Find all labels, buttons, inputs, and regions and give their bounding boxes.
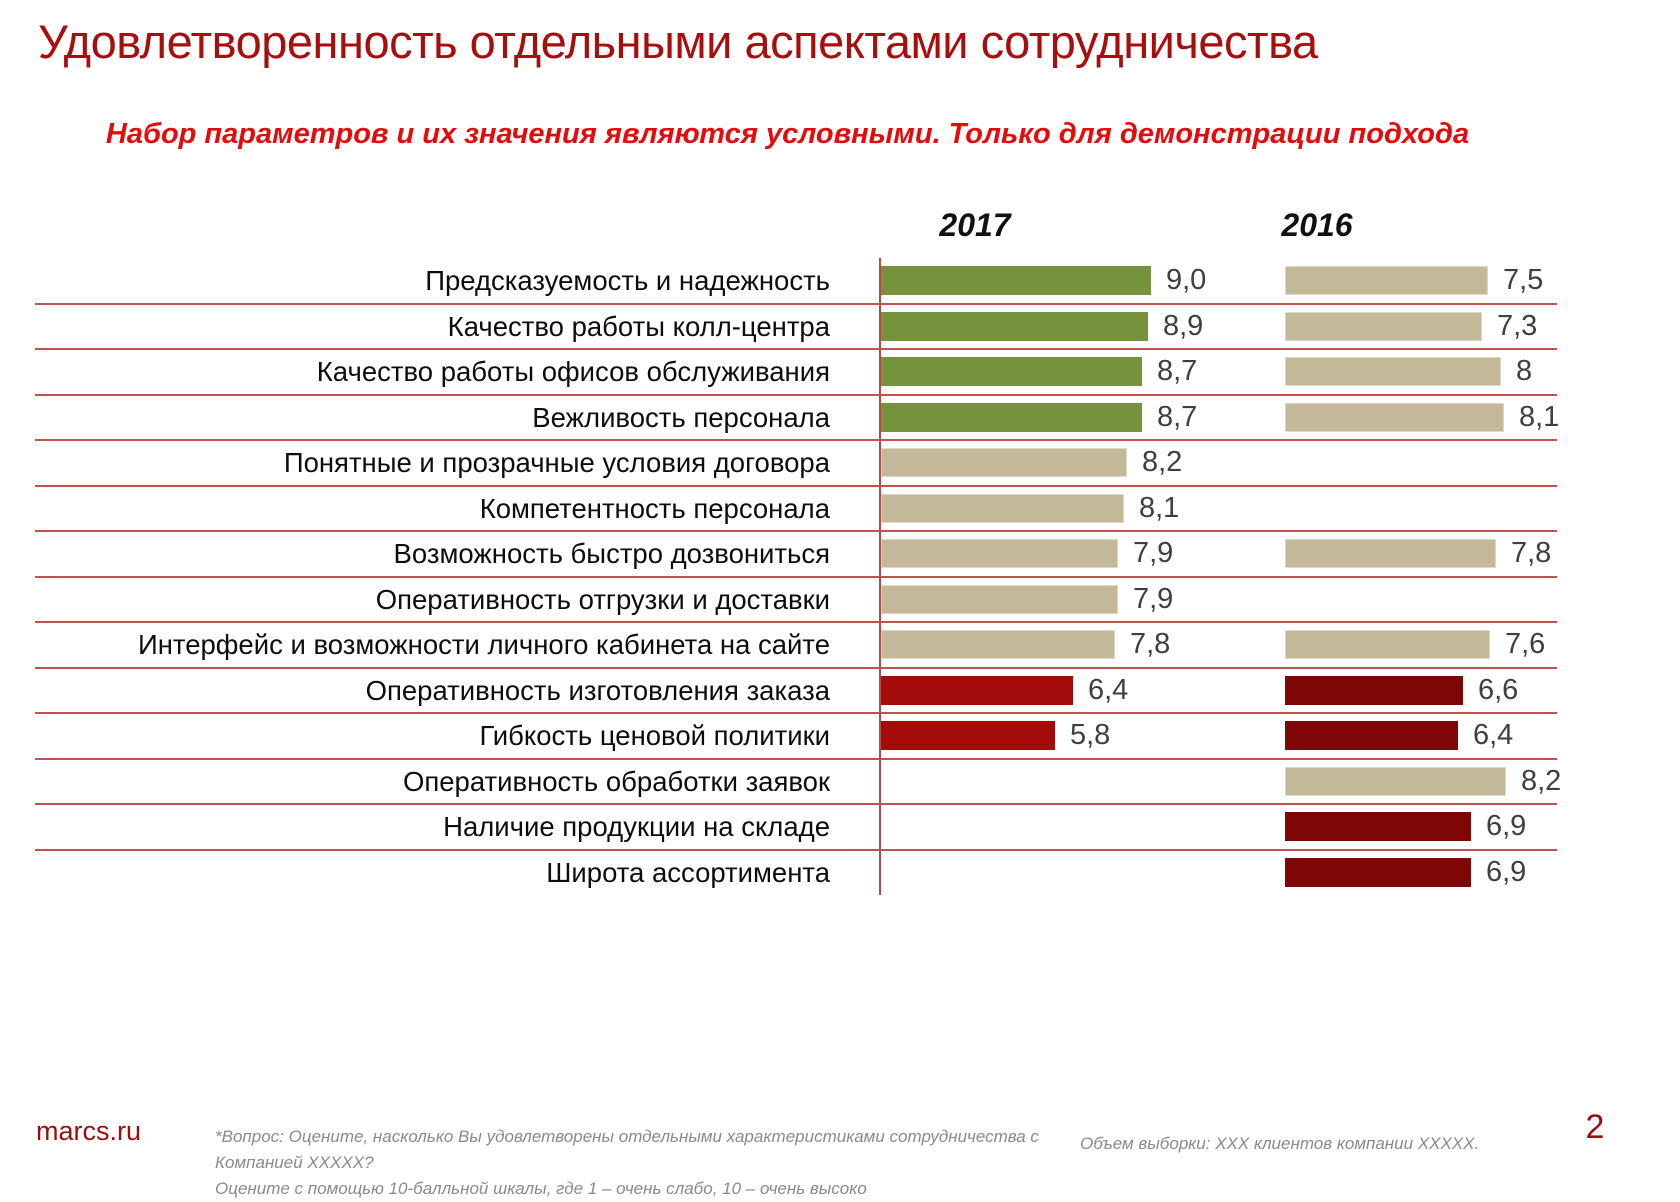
footnote-line: Оцените с помощью 10-балльной шкалы, где… [215, 1179, 867, 1198]
column-header-2017: 2017 [939, 207, 1011, 243]
bar-2017 [881, 266, 1151, 295]
category-label: Компетентность персонала [479, 492, 830, 524]
row-separator-line [35, 393, 1557, 396]
row-separator-line [35, 302, 1557, 305]
bar-2016 [1285, 675, 1463, 705]
value-label-2017: 7,9 [1133, 582, 1174, 615]
bar-2017 [881, 357, 1142, 386]
bar-2016 [1285, 812, 1471, 841]
category-label: Возможность быстро дозвониться [393, 538, 830, 569]
bar-2016 [1285, 311, 1482, 341]
bar-2016 [1285, 721, 1458, 750]
value-label-2017: 8,1 [1139, 491, 1180, 524]
category-label: Вежливость персонала [532, 401, 830, 433]
row-separator-line [35, 621, 1557, 623]
bar-2016 [1285, 266, 1488, 295]
value-label-2017: 9,0 [1166, 264, 1207, 296]
brand-logo-text: marcs.ru [36, 1116, 142, 1146]
bar-2017 [881, 402, 1142, 432]
value-label-2016: 6,6 [1478, 673, 1519, 706]
row-separator-line [35, 575, 1557, 578]
category-label: Предсказуемость и надежность [425, 265, 830, 296]
bar-2016 [1285, 857, 1471, 887]
row-separator-line [35, 484, 1557, 487]
category-label: Оперативность отгрузки и доставки [375, 583, 830, 615]
bar-2017 [881, 539, 1118, 568]
value-label-2017: 7,9 [1133, 537, 1174, 569]
value-label-2016: 8,2 [1521, 764, 1562, 797]
page-number: 2 [1585, 1108, 1605, 1146]
category-label: Понятные и прозрачные условия договора [283, 447, 830, 478]
bar-2016 [1285, 539, 1496, 568]
question-footnote: *Вопрос: Оцените, насколько Вы удовлетво… [215, 1124, 1045, 1202]
value-label-2016: 7,5 [1503, 264, 1544, 296]
category-label: Наличие продукции на складе [443, 811, 830, 842]
value-label-2017: 8,7 [1157, 355, 1198, 387]
value-label-2017: 8,2 [1142, 446, 1183, 478]
bar-2017 [881, 721, 1055, 750]
row-separator-line [35, 803, 1557, 805]
slide-subtitle: Набор параметров и их значения являются … [105, 118, 1470, 150]
bar-2017 [881, 584, 1118, 614]
value-label-2016: 6,9 [1486, 810, 1527, 842]
category-label: Качество работы офисов обслуживания [316, 356, 830, 387]
value-label-2016: 8 [1516, 355, 1533, 387]
row-separator-line [35, 348, 1557, 350]
row-separator-line [35, 757, 1557, 760]
value-label-2017: 7,8 [1130, 628, 1171, 660]
value-label-2017: 8,7 [1157, 400, 1198, 433]
bar-2016 [1285, 630, 1490, 659]
bar-2016 [1285, 766, 1506, 796]
footnote-line: *Вопрос: Оцените, насколько Вы удовлетво… [215, 1127, 1039, 1146]
category-label: Гибкость ценовой политики [479, 720, 830, 751]
value-label-2017: 6,4 [1088, 673, 1129, 706]
value-label-2017: 5,8 [1070, 719, 1111, 751]
value-label-2017: 8,9 [1163, 309, 1204, 342]
bar-2017 [881, 630, 1115, 659]
row-separator-line [35, 666, 1557, 669]
category-label: Качество работы колл-центра [447, 310, 830, 342]
column-header-2016: 2016 [1281, 207, 1353, 243]
row-separator-line [35, 848, 1557, 851]
category-label: Оперативность обработки заявок [402, 765, 830, 797]
value-label-2016: 6,4 [1473, 719, 1514, 751]
value-label-2016: 7,3 [1497, 309, 1538, 342]
bar-2017 [881, 493, 1124, 523]
bar-2017 [881, 448, 1127, 477]
bar-2017 [881, 311, 1148, 341]
value-label-2016: 7,8 [1511, 537, 1552, 569]
bar-2017 [881, 675, 1073, 705]
slide-title: Удовлетворенность отдельными аспектами с… [38, 15, 1318, 68]
footnote-line: Компанией XXXXX? [215, 1153, 374, 1172]
value-label-2016: 8,1 [1519, 400, 1560, 433]
value-label-2016: 6,9 [1486, 855, 1527, 888]
row-separator-line [35, 712, 1557, 714]
bar-2016 [1285, 402, 1504, 432]
row-separator-line [35, 439, 1557, 441]
category-label: Широта ассортимента [546, 856, 830, 888]
category-label: Оперативность изготовления заказа [365, 674, 830, 706]
sample-size-note: Объем выборки: XXX клиентов компании XXX… [1080, 1134, 1480, 1153]
category-label: Интерфейс и возможности личного кабинета… [137, 629, 830, 660]
value-label-2016: 7,6 [1505, 628, 1546, 660]
bar-2016 [1285, 357, 1501, 386]
row-separator-line [35, 530, 1557, 532]
